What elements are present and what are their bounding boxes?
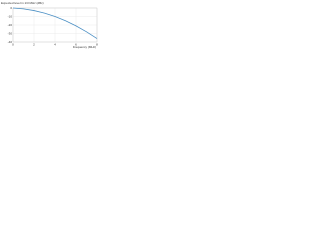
y-tick-label: -20	[8, 23, 13, 27]
x-tick-label: 6	[75, 42, 77, 46]
y-axis-label: Expected level in 1/3 MHz (dBc)	[1, 1, 44, 5]
x-tick-label: 8	[96, 42, 98, 46]
x-tick-label: 0	[12, 42, 14, 46]
x-tick-label: 4	[54, 42, 56, 46]
y-tick-label: -40	[8, 40, 13, 44]
y-tick-label: -10	[8, 14, 13, 18]
chart: Expected level in 1/3 MHz (dBc) Frequenc…	[1, 1, 98, 49]
x-axis-label: Frequency (MHz)	[73, 45, 96, 49]
y-tick-label: -30	[8, 31, 13, 35]
x-tick-label: 2	[33, 42, 35, 46]
y-tick-label: 0	[10, 6, 12, 10]
data-line	[12, 7, 98, 39]
